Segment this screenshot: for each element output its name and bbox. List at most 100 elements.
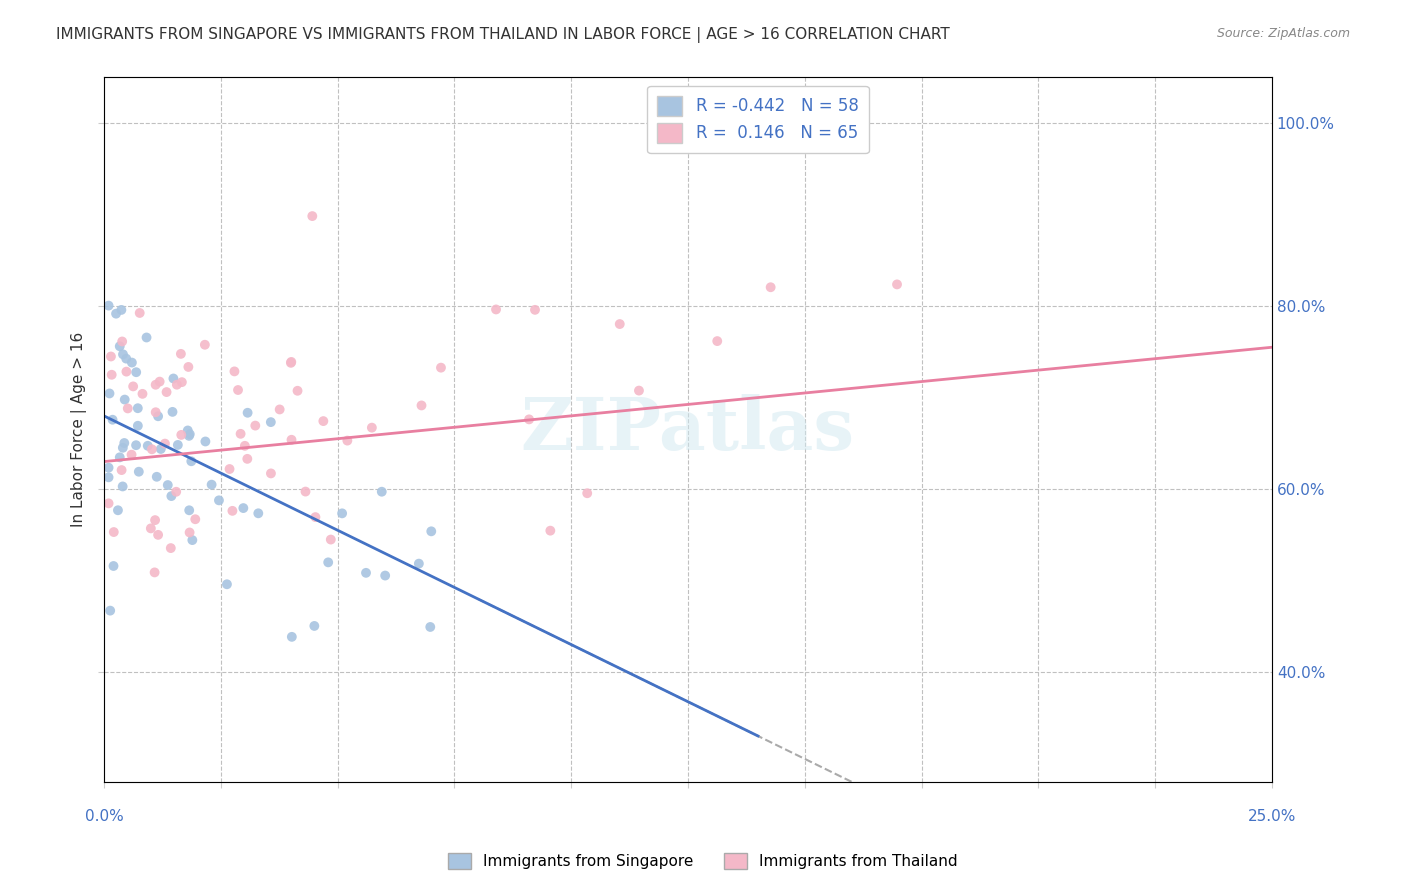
Point (179, 503, 201, 517)
Point (114, 392, 136, 407)
Legend: Immigrants from Singapore, Immigrants from Thailand: Immigrants from Singapore, Immigrants fr… (441, 847, 965, 875)
Point (153, 436, 176, 450)
Text: Source: ZipAtlas.com: Source: ZipAtlas.com (1216, 27, 1350, 40)
Point (122, 379, 145, 393)
Point (260, 415, 283, 429)
Point (336, 434, 359, 448)
Point (145, 470, 167, 484)
Point (115, 365, 138, 379)
Point (269, 402, 291, 417)
Point (280, 355, 302, 369)
Point (125, 438, 148, 452)
Point (260, 467, 283, 481)
Point (159, 541, 181, 555)
Point (280, 433, 302, 447)
Point (177, 424, 200, 438)
Point (111, 347, 134, 361)
Point (111, 334, 134, 349)
Point (146, 409, 169, 424)
Point (110, 302, 132, 317)
Point (411, 399, 433, 413)
Point (111, 479, 134, 493)
Point (170, 428, 193, 442)
Point (149, 442, 172, 456)
Point (419, 620, 441, 634)
Point (108, 450, 131, 465)
Text: 25.0%: 25.0% (1247, 809, 1296, 824)
Point (627, 384, 650, 398)
Point (143, 566, 166, 580)
Point (105, 307, 128, 321)
Point (111, 441, 134, 455)
Point (97, 299, 120, 313)
Point (97, 460, 120, 475)
Point (101, 413, 124, 427)
Point (98, 386, 121, 401)
Point (139, 521, 162, 535)
Point (100, 350, 122, 364)
Point (125, 365, 148, 379)
Point (420, 524, 443, 539)
Point (97, 496, 120, 510)
Point (160, 489, 183, 503)
Point (312, 414, 335, 428)
Point (280, 356, 302, 370)
Point (281, 630, 304, 644)
Point (180, 454, 202, 468)
Text: 0.0%: 0.0% (84, 809, 124, 824)
Point (103, 524, 125, 539)
Point (112, 436, 135, 450)
Point (287, 384, 309, 398)
Point (166, 438, 188, 452)
Text: ZIPatlas: ZIPatlas (520, 394, 855, 465)
Point (304, 510, 326, 524)
Point (360, 420, 382, 434)
Point (103, 559, 125, 574)
Point (229, 426, 252, 441)
Point (115, 351, 138, 366)
Point (127, 401, 149, 416)
Point (319, 533, 342, 547)
Point (194, 337, 217, 351)
Point (97, 470, 120, 484)
Point (107, 503, 129, 517)
Point (179, 427, 201, 442)
Point (170, 375, 193, 389)
Point (374, 568, 396, 582)
Point (218, 462, 240, 476)
Point (201, 477, 224, 491)
Point (177, 359, 200, 374)
Point (538, 524, 561, 538)
Point (184, 512, 207, 526)
Point (215, 577, 238, 591)
Point (135, 330, 157, 344)
Point (294, 484, 316, 499)
Point (143, 513, 166, 527)
Text: IMMIGRANTS FROM SINGAPORE VS IMMIGRANTS FROM THAILAND IN LABOR FORCE | AGE > 16 : IMMIGRANTS FROM SINGAPORE VS IMMIGRANTS … (56, 27, 950, 43)
Point (131, 387, 153, 401)
Point (245, 418, 267, 433)
Point (524, 302, 547, 317)
Y-axis label: In Labor Force | Age > 16: In Labor Force | Age > 16 (72, 332, 87, 527)
Legend: R = -0.442   N = 58, R =  0.146   N = 65: R = -0.442 N = 58, R = 0.146 N = 65 (647, 86, 869, 153)
Point (236, 451, 259, 466)
Point (162, 405, 184, 419)
Point (247, 506, 270, 520)
Point (517, 412, 540, 426)
Point (330, 507, 353, 521)
Point (354, 566, 377, 580)
Point (128, 465, 150, 479)
Point (166, 377, 188, 392)
Point (127, 418, 149, 433)
Point (121, 448, 143, 462)
Point (145, 377, 167, 392)
Point (706, 334, 728, 348)
Point (156, 478, 179, 492)
Point (304, 619, 326, 633)
Point (408, 557, 430, 571)
Point (181, 533, 204, 547)
Point (886, 277, 908, 292)
Point (301, 209, 323, 223)
Point (430, 360, 453, 375)
Point (165, 484, 187, 499)
